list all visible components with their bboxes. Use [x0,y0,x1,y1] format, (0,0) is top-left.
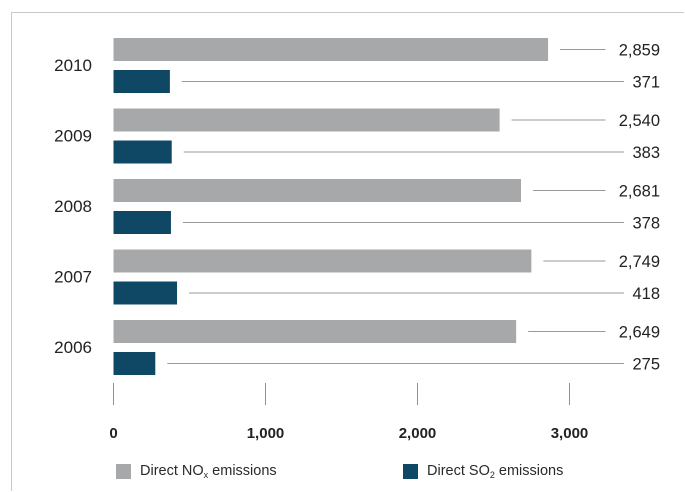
category-label-2008: 2008 [54,197,92,216]
data-label-so2-2007: 418 [632,285,660,303]
bar-nox-2010 [113,38,549,61]
legend-item-so2: Direct SO2 emissions [403,463,564,480]
data-label-so2-2008: 378 [632,215,660,233]
bar-so2-2009 [113,140,172,164]
bar-nox-2009 [113,108,500,132]
x-tick-label-3000: 3,000 [551,425,589,442]
legend-swatch-nox [116,463,131,479]
legend-swatch-so2 [403,463,418,479]
category-label-2007: 2007 [54,268,92,287]
x-tick-label-0: 0 [109,425,117,442]
data-label-nox-2008: 2,681 [619,183,660,201]
data-label-nox-2007: 2,749 [619,253,660,271]
category-label-2009: 2009 [54,127,92,146]
data-label-so2-2010: 371 [632,74,660,92]
bar-so2-2010 [113,70,170,93]
legend-label-so2: Direct SO2 emissions [427,463,564,480]
bar-nox-2008 [113,179,522,202]
bar-chart: 2010 2,859 371 2009 2,540 383 2008 2,681 378 2007… [54,38,660,442]
bar-so2-2006 [113,352,156,375]
data-label-so2-2006: 275 [632,356,660,374]
x-tick-label-1000: 1,000 [247,425,285,442]
data-label-nox-2010: 2,859 [619,42,660,60]
bar-nox-2006 [113,320,517,343]
bar-so2-2007 [113,281,178,305]
data-label-nox-2009: 2,540 [619,112,660,130]
chart-frame [11,12,684,491]
x-tick-label-2000: 2,000 [399,425,437,442]
legend-label-nox: Direct NOx emissions [140,463,277,480]
legend-item-nox: Direct NOx emissions [116,463,277,480]
bar-nox-2007 [113,249,532,273]
category-label-2006: 2006 [54,338,92,357]
data-label-nox-2006: 2,649 [619,324,660,342]
data-label-so2-2009: 383 [632,144,660,162]
bar-so2-2008 [113,211,171,234]
category-label-2010: 2010 [54,56,92,75]
